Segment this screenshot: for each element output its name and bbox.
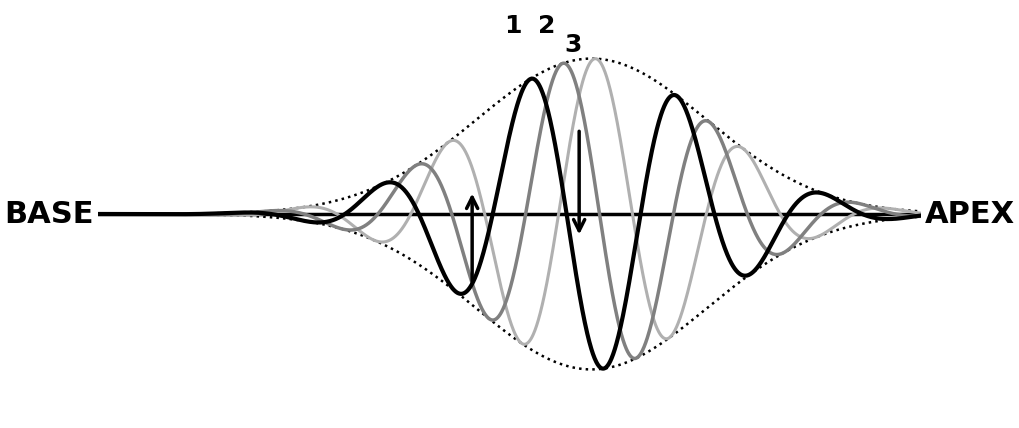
Text: 1: 1	[504, 15, 522, 39]
Text: APEX: APEX	[925, 199, 1015, 229]
Text: 2: 2	[538, 15, 555, 39]
Text: 3: 3	[565, 33, 582, 57]
Text: BASE: BASE	[4, 199, 94, 229]
